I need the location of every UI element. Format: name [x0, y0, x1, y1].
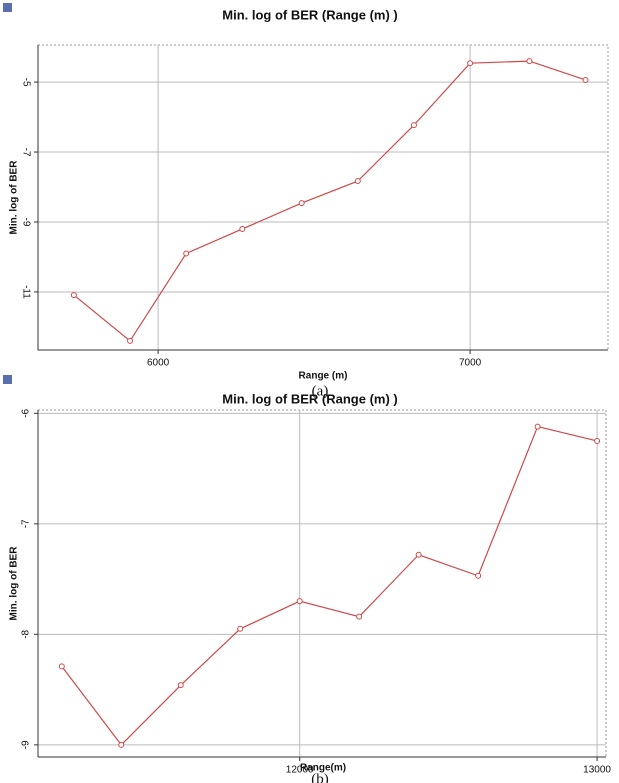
x-axis-label: Range (m): [299, 371, 348, 382]
data-point: [177, 682, 184, 689]
data-point: [475, 572, 482, 579]
data-point: [526, 58, 533, 65]
data-point: [356, 613, 363, 620]
data-point: [354, 178, 361, 185]
data-line: [61, 425, 598, 746]
plot-area: [37, 44, 609, 351]
y-tick-label: -11: [20, 285, 31, 299]
data-point: [127, 337, 134, 344]
y-tick-label: -7: [21, 519, 32, 528]
caption: (b): [311, 771, 329, 783]
y-axis-label: Min. log of BER: [9, 546, 20, 621]
data-point: [70, 292, 77, 299]
caption: (a): [312, 383, 329, 399]
data-point: [183, 250, 190, 257]
y-tick-label: -5: [20, 78, 31, 87]
y-tick-label: -9: [20, 218, 31, 227]
data-point: [296, 598, 303, 605]
chart-title: Min. log of BER (Range (m) ): [222, 7, 397, 22]
data-point: [237, 625, 244, 632]
x-tick-label: 13000: [583, 765, 611, 776]
y-tick-label: -6: [21, 408, 32, 417]
x-tick-label: 7000: [459, 358, 482, 369]
plot-area: [37, 409, 607, 758]
y-tick-label: -9: [21, 740, 32, 749]
window-icon: [3, 375, 12, 384]
y-tick-label: -7: [20, 148, 31, 157]
data-point: [467, 60, 474, 67]
data-point: [594, 437, 601, 444]
data-point: [415, 551, 422, 558]
data-point: [298, 200, 305, 207]
x-tick-label: 6000: [147, 358, 170, 369]
data-point: [582, 76, 589, 83]
chart-title: Min. log of BER (Range (m) ): [222, 391, 397, 406]
data-point: [58, 663, 65, 670]
data-point: [534, 423, 541, 430]
y-tick-label: -8: [21, 629, 32, 638]
data-point: [118, 741, 125, 748]
data-point: [239, 225, 246, 232]
window-icon: [3, 3, 12, 12]
x-tick-label: 12000: [286, 765, 314, 776]
y-axis-label: Min. log of BER: [9, 160, 20, 235]
data-point: [410, 122, 417, 129]
x-axis-label: Range(m): [300, 763, 346, 774]
data-line: [73, 60, 586, 342]
